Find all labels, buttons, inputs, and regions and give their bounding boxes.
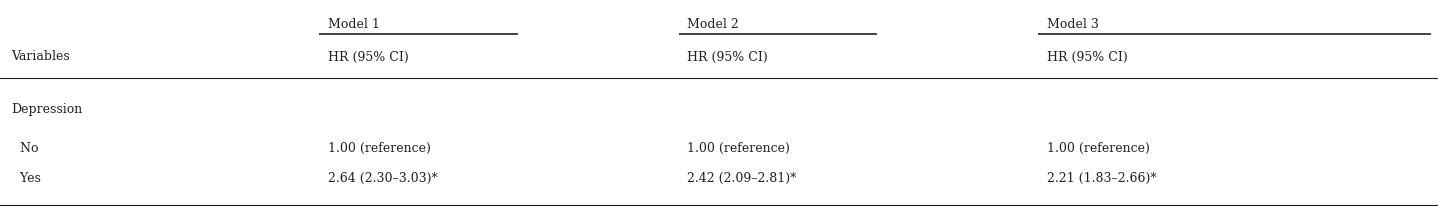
Text: 2.42 (2.09–2.81)*: 2.42 (2.09–2.81)* [687, 172, 797, 184]
Text: HR (95% CI): HR (95% CI) [687, 51, 768, 63]
Text: Model 2: Model 2 [687, 18, 739, 31]
Text: 1.00 (reference): 1.00 (reference) [328, 141, 431, 155]
Text: Variables: Variables [12, 51, 70, 63]
Text: 1.00 (reference): 1.00 (reference) [1047, 141, 1150, 155]
Text: HR (95% CI): HR (95% CI) [328, 51, 408, 63]
Text: Model 1: Model 1 [328, 18, 380, 31]
Text: 2.21 (1.83–2.66)*: 2.21 (1.83–2.66)* [1047, 172, 1156, 184]
Text: 2.64 (2.30–3.03)*: 2.64 (2.30–3.03)* [328, 172, 437, 184]
Text: HR (95% CI): HR (95% CI) [1047, 51, 1127, 63]
Text: No: No [12, 141, 37, 155]
Text: 1.00 (reference): 1.00 (reference) [687, 141, 791, 155]
Text: Model 3: Model 3 [1047, 18, 1099, 31]
Text: Yes: Yes [12, 172, 40, 184]
Text: Depression: Depression [12, 104, 83, 116]
